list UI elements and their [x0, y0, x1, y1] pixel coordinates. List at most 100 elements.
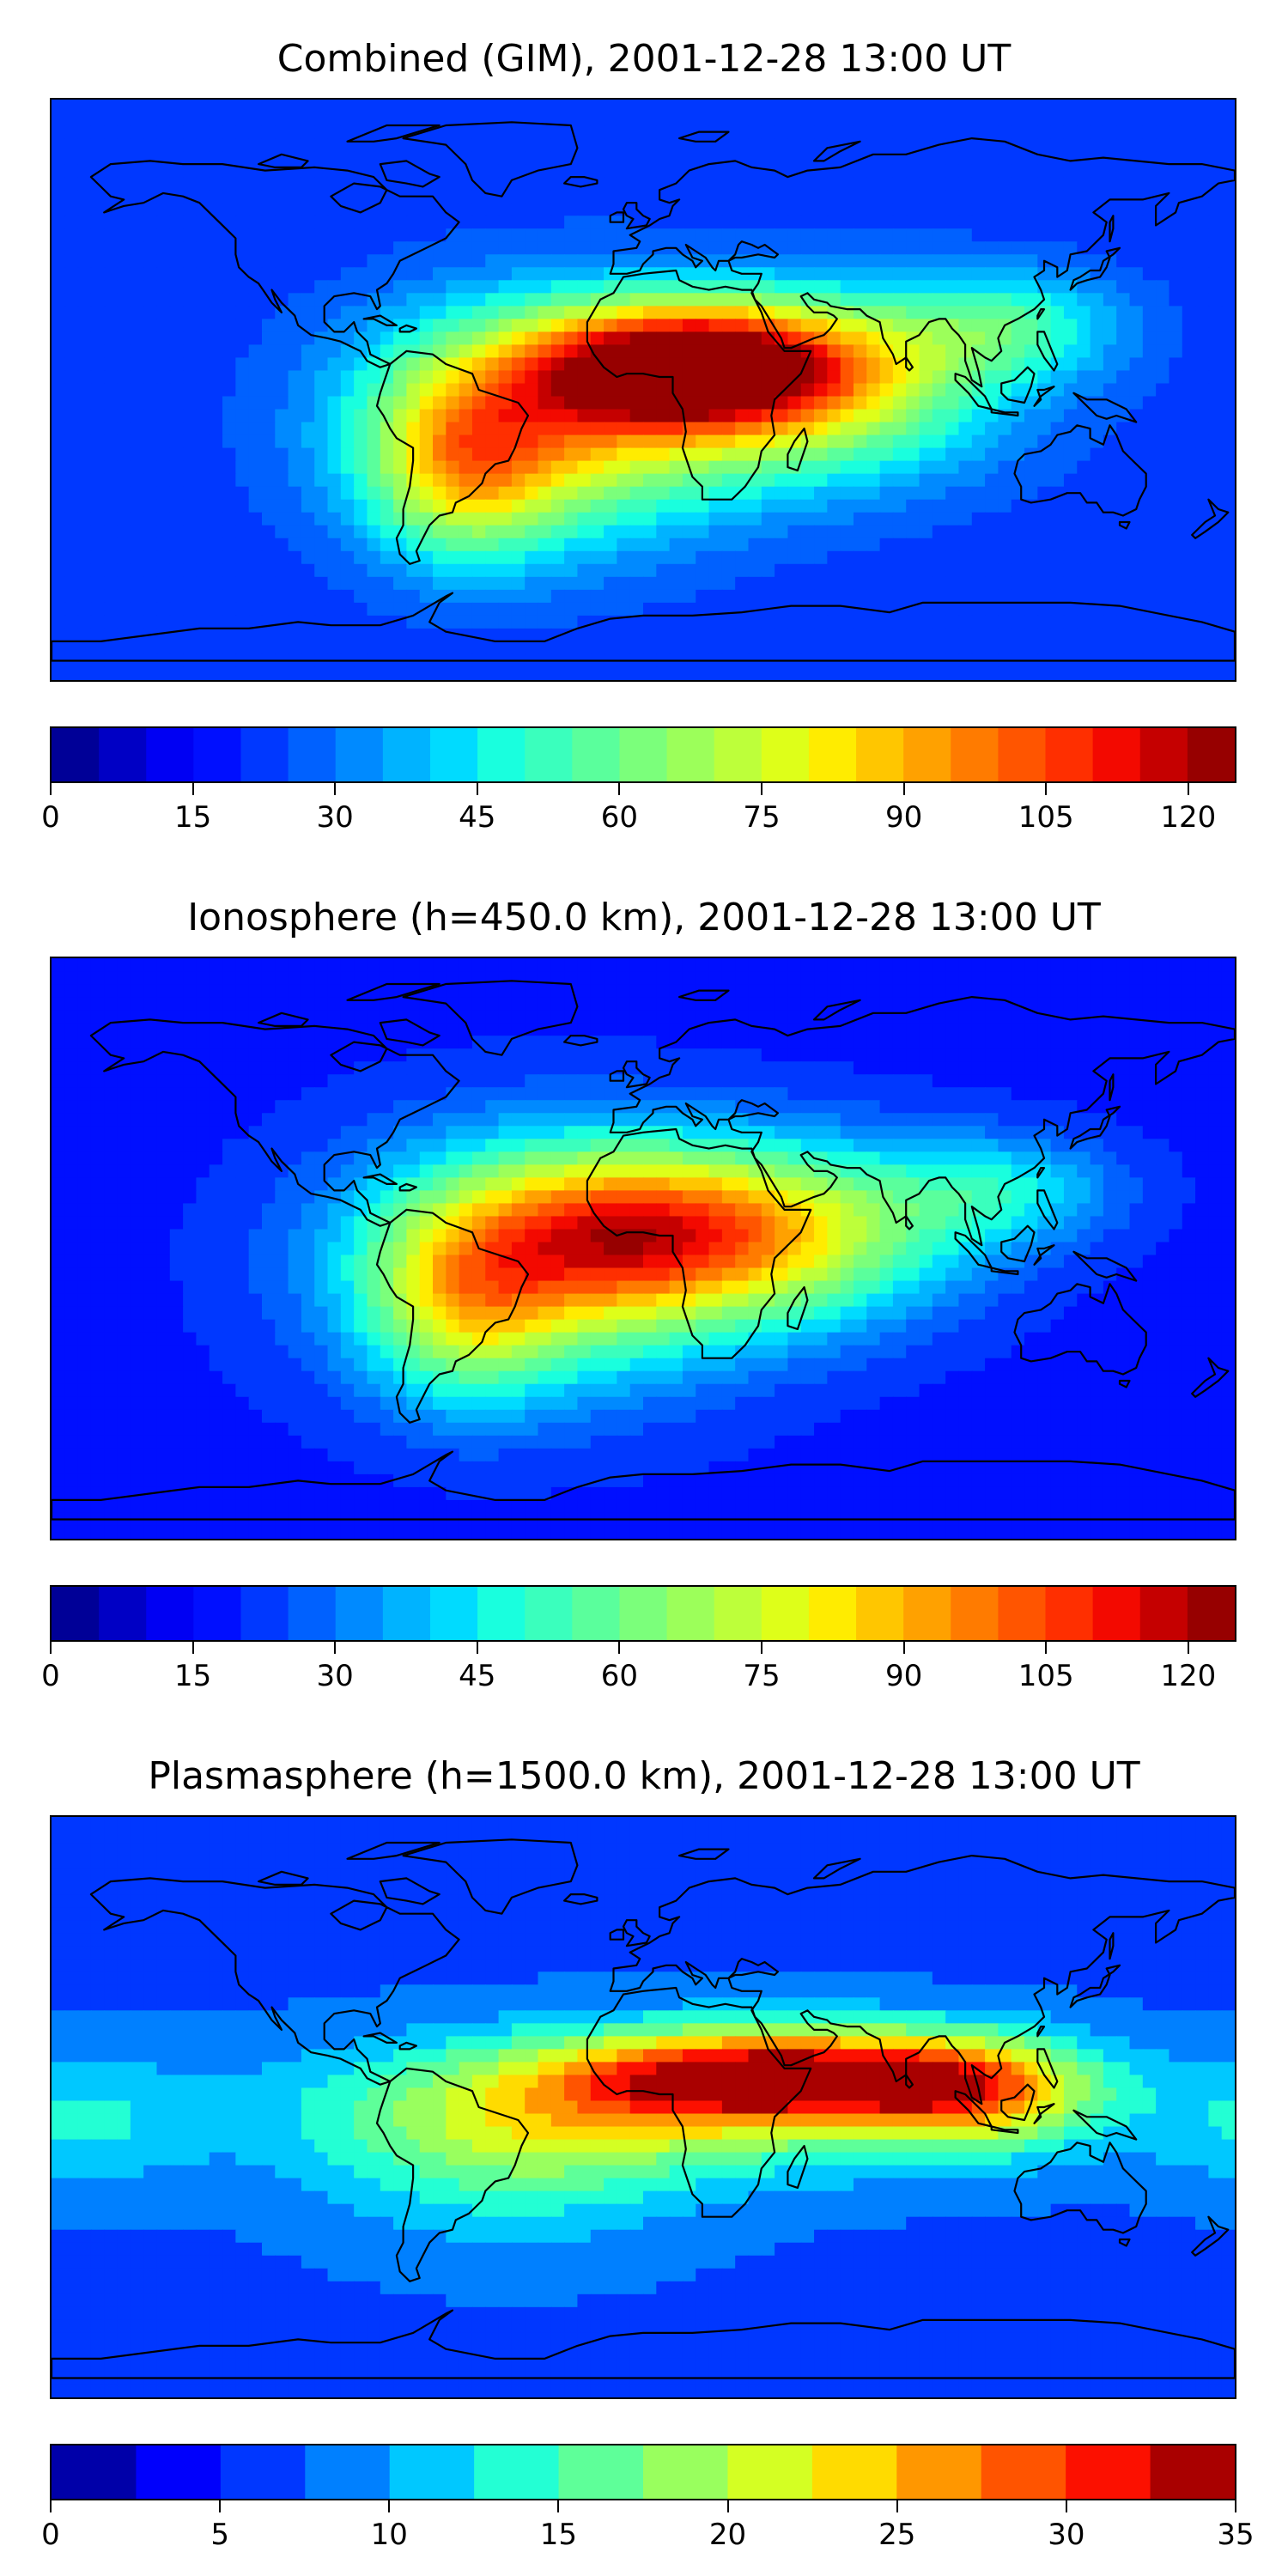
heatmap-cell — [156, 1061, 171, 1075]
heatmap-cell — [90, 589, 106, 604]
heatmap-cell — [1142, 125, 1157, 139]
heatmap-cell — [340, 357, 355, 372]
heatmap-cell — [130, 550, 144, 565]
heatmap-cell — [64, 666, 79, 680]
heatmap-cell — [682, 1036, 697, 1049]
heatmap-cell — [209, 267, 223, 282]
heatmap-cell — [814, 319, 829, 333]
heatmap-cell — [143, 203, 158, 216]
heatmap-cell — [550, 666, 565, 680]
heatmap-cell — [866, 1061, 881, 1075]
heatmap-cell — [471, 1010, 487, 1024]
heatmap-cell — [945, 473, 960, 488]
heatmap-cell — [866, 177, 881, 191]
heatmap-cell — [1208, 984, 1223, 998]
heatmap-cell — [406, 216, 421, 230]
heatmap-cell — [1169, 1036, 1183, 1049]
heatmap-cell — [406, 434, 421, 449]
heatmap-cell — [340, 666, 355, 680]
heatmap-cell — [1208, 344, 1223, 359]
heatmap-cell — [327, 997, 342, 1011]
heatmap-cell — [248, 228, 263, 243]
heatmap-cell — [1063, 538, 1078, 552]
heatmap-cell — [1208, 1048, 1223, 1062]
heatmap-cell — [604, 254, 618, 269]
heatmap-cell — [117, 641, 131, 655]
heatmap-cell — [433, 190, 447, 204]
heatmap-cell — [577, 576, 592, 591]
heatmap-cell — [104, 357, 118, 372]
heatmap-cell — [235, 602, 250, 617]
heatmap-cell — [314, 331, 329, 346]
heatmap-cell — [721, 666, 736, 680]
heatmap-cell — [1077, 512, 1091, 526]
heatmap-cell — [117, 216, 131, 230]
heatmap-cell — [985, 228, 999, 243]
heatmap-cell — [156, 422, 171, 436]
heatmap-cell — [52, 267, 66, 282]
heatmap-cell — [1182, 971, 1196, 985]
heatmap-cell — [406, 254, 421, 269]
heatmap-cell — [538, 602, 552, 617]
heatmap-cell — [840, 267, 854, 282]
heatmap-cell — [52, 190, 66, 204]
heatmap-cell — [866, 125, 881, 139]
heatmap-cell — [577, 267, 592, 282]
heatmap-cell — [117, 615, 131, 629]
heatmap-cell — [471, 602, 487, 617]
heatmap-cell — [814, 538, 829, 552]
heatmap-cell — [629, 1010, 644, 1024]
heatmap-cell — [696, 447, 710, 462]
heatmap-cell — [301, 1036, 316, 1049]
heatmap-cell — [1195, 151, 1210, 165]
heatmap-cell — [1169, 971, 1183, 985]
heatmap-cell — [564, 563, 579, 578]
heatmap-cell — [1221, 538, 1235, 552]
heatmap-cell — [1050, 125, 1065, 139]
heatmap-cell — [906, 306, 920, 320]
heatmap-cell — [183, 331, 197, 346]
heatmap-cell — [814, 434, 829, 449]
heatmap-cell — [104, 1036, 118, 1049]
heatmap-cell — [367, 525, 381, 539]
heatmap-cell — [906, 447, 920, 462]
heatmap-cell — [827, 589, 841, 604]
heatmap-cell — [840, 190, 854, 204]
heatmap-cell — [590, 971, 605, 985]
heatmap-cell — [814, 958, 829, 972]
heatmap-cell — [196, 550, 210, 565]
heatmap-cell — [301, 1010, 316, 1024]
heatmap-cell — [1169, 434, 1183, 449]
heatmap-cell — [1090, 666, 1104, 680]
heatmap-cell — [222, 267, 237, 282]
heatmap-cell — [775, 997, 789, 1011]
heatmap-cell — [367, 460, 381, 475]
heatmap-cell — [1024, 958, 1039, 972]
heatmap-cell — [90, 254, 106, 269]
heatmap-cell — [511, 319, 526, 333]
heatmap-cell — [827, 1048, 841, 1062]
heatmap-cell — [682, 538, 697, 552]
ionosphere-map-title: Ionosphere (h=450.0 km), 2001-12-28 13:0… — [187, 896, 1101, 939]
heatmap-cell — [340, 447, 355, 462]
heatmap-cell — [971, 177, 986, 191]
heatmap-cell — [52, 447, 66, 462]
heatmap-cell — [775, 267, 789, 282]
heatmap-cell — [643, 550, 658, 565]
heatmap-cell — [419, 203, 434, 216]
heatmap-cell — [446, 1023, 460, 1036]
heatmap-cell — [433, 434, 447, 449]
heatmap-cell — [64, 473, 79, 488]
heatmap-cell — [511, 499, 526, 513]
heatmap-cell — [288, 512, 302, 526]
heatmap-cell — [971, 602, 986, 617]
heatmap-cell — [64, 177, 79, 191]
heatmap-cell — [748, 177, 762, 191]
heatmap-cell — [183, 370, 197, 385]
heatmap-cell — [498, 602, 513, 617]
heatmap-cell — [669, 550, 683, 565]
heatmap-cell — [1221, 151, 1235, 165]
heatmap-cell — [1142, 628, 1157, 642]
heatmap-cell — [1182, 138, 1196, 152]
heatmap-cell — [248, 486, 263, 501]
